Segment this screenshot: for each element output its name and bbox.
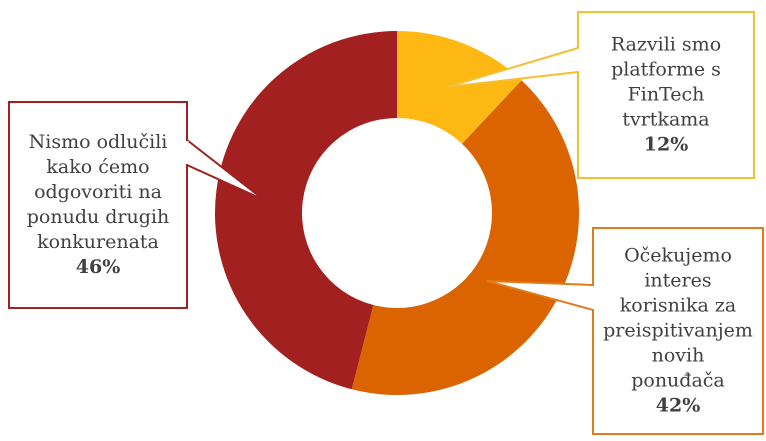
callout-1: Očekujemo interes korisnika za preispitivan… [486, 227, 764, 435]
callout-0: Razvili smo platforme s FinTech tvrtkama 12% [446, 11, 755, 179]
donut-slice-2 [214, 30, 397, 390]
callout-2-line-2: odgovoriti na [34, 181, 162, 203]
callout-box-1 [592, 227, 764, 435]
callout-2-line-4: konkurenata [37, 231, 159, 253]
callout-2-line-0: Nismo odlučili [29, 131, 168, 153]
callout-1-line-2: korisnika za [620, 295, 736, 317]
callout-1-line-3: preispitivanjem [603, 320, 753, 342]
callout-1-line-5: ponuđača [631, 370, 725, 392]
callout-1-line-0: Očekujemo [624, 245, 732, 267]
callout-0-line-0: Razvili smo [611, 34, 721, 56]
callout-2: Nismo odlučili kako ćemo odgovoriti na ponu… [8, 101, 265, 309]
callout-2-value-label: 46% [76, 256, 121, 278]
donut-slice-1 [351, 80, 580, 396]
callout-2-line-1: kako ćemo [46, 156, 149, 178]
callout-box-2 [8, 101, 188, 309]
callout-1-line-1: interes [644, 270, 711, 292]
callout-1-value-label: 42% [656, 395, 701, 417]
callout-0-line-1: platforme s [611, 59, 721, 81]
callout-1-line-4: novih [652, 345, 705, 367]
callout-2-line-3: ponudu drugih [27, 206, 169, 228]
donut-slice-0 [397, 31, 522, 144]
callout-0-value-label: 12% [644, 134, 689, 156]
callout-box-0 [577, 11, 755, 179]
callout-0-line-3: tvrtkama [622, 109, 709, 131]
callout-0-line-2: FinTech [628, 84, 705, 106]
